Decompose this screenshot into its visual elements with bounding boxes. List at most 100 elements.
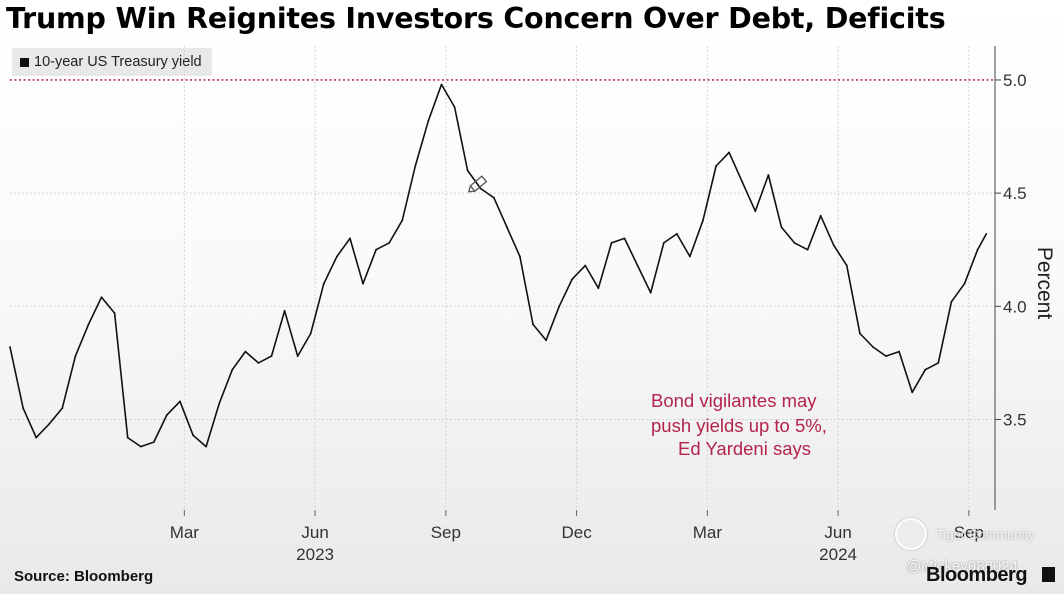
data-point xyxy=(832,244,835,247)
y-axis-label: Percent xyxy=(1033,247,1056,320)
chart-title: Trump Win Reignites Investors Concern Ov… xyxy=(6,2,946,35)
series-line xyxy=(9,83,988,448)
data-point xyxy=(584,264,587,267)
data-point xyxy=(872,346,874,348)
brand-logo-mark-icon xyxy=(1042,567,1055,582)
data-point xyxy=(780,226,783,228)
legend-swatch xyxy=(20,57,29,67)
data-point xyxy=(87,323,90,326)
data-point xyxy=(335,255,338,258)
data-point xyxy=(388,242,391,244)
data-point xyxy=(675,232,678,235)
data-point xyxy=(649,291,652,294)
annotation-line: push yields up to 5%, xyxy=(651,415,827,436)
data-point xyxy=(610,242,613,244)
data-point xyxy=(976,248,979,251)
annotation-line: Bond vigilantes may xyxy=(651,390,817,411)
data-point xyxy=(9,346,11,348)
data-point xyxy=(702,219,704,222)
data-point xyxy=(296,355,299,357)
data-point xyxy=(48,423,51,425)
data-point xyxy=(623,237,626,240)
data-point xyxy=(126,436,129,439)
data-point xyxy=(898,350,901,353)
data-point xyxy=(74,355,77,357)
data-point xyxy=(322,282,325,285)
data-point xyxy=(113,312,116,314)
data-point xyxy=(558,305,561,308)
x-tick-label: Sep xyxy=(954,523,984,542)
watermark-handle: @Mickey082024 xyxy=(906,558,1018,575)
x-tick-label: Jun xyxy=(301,523,328,542)
y-tick-label: 3.5 xyxy=(1003,410,1027,429)
data-point xyxy=(519,255,521,258)
data-point xyxy=(375,248,378,251)
data-point xyxy=(793,242,796,244)
brand-logo: Bloomberg xyxy=(926,564,1028,586)
gridlines xyxy=(10,46,995,510)
data-point xyxy=(911,391,914,394)
data-point xyxy=(192,434,194,437)
data-point xyxy=(362,282,364,285)
x-year-label: 2024 xyxy=(819,545,857,564)
y-ticks: 5.0 4.5 4.0 3.5 xyxy=(995,71,1027,429)
data-point xyxy=(479,187,482,190)
data-point xyxy=(401,219,404,222)
data-point xyxy=(257,361,260,364)
data-point xyxy=(100,296,103,299)
data-point xyxy=(309,332,312,335)
watermark-logo-icon xyxy=(895,518,927,550)
series-line-group xyxy=(9,83,988,448)
data-point xyxy=(139,445,142,448)
data-point xyxy=(858,332,861,335)
data-point xyxy=(937,361,940,364)
data-point xyxy=(152,441,155,443)
data-point xyxy=(754,210,757,213)
data-point xyxy=(532,323,534,326)
data-point xyxy=(963,282,966,285)
x-tick-label: Jun xyxy=(824,523,851,542)
x-tick-label: Mar xyxy=(693,523,723,542)
data-point xyxy=(466,169,469,172)
data-point xyxy=(985,232,988,235)
data-point xyxy=(427,119,430,122)
data-point xyxy=(440,83,443,86)
data-point xyxy=(741,180,744,183)
data-point xyxy=(349,237,351,240)
data-point xyxy=(205,445,208,448)
data-point xyxy=(505,226,508,228)
source-note: Source: Bloomberg xyxy=(14,568,154,585)
legend-label: 10-year US Treasury yield xyxy=(34,54,202,70)
annotation-line: Ed Yardeni says xyxy=(678,438,811,459)
data-point xyxy=(806,248,809,251)
data-point xyxy=(453,106,456,109)
data-point xyxy=(283,309,286,312)
data-point xyxy=(218,402,221,405)
data-point xyxy=(715,165,717,167)
data-point xyxy=(179,400,181,403)
data-point xyxy=(35,436,38,439)
data-point xyxy=(950,300,953,303)
y-tick-label: 4.5 xyxy=(1003,184,1027,203)
data-point xyxy=(662,242,665,244)
data-point xyxy=(845,264,848,267)
data-point xyxy=(571,278,574,281)
x-tick-label: Sep xyxy=(431,523,461,542)
y-tick-label: 5.0 xyxy=(1003,71,1027,90)
data-point xyxy=(819,214,822,217)
x-year-label: 2023 xyxy=(296,545,334,564)
data-point xyxy=(166,414,168,416)
data-point xyxy=(689,255,691,258)
x-ticks: Mar Jun Sep Dec Mar Jun Sep 2023 2024 xyxy=(170,510,984,564)
data-point xyxy=(414,165,417,167)
watermark-text: Tiger Community xyxy=(936,527,1035,542)
data-point xyxy=(767,174,770,176)
y-tick-label: 4.0 xyxy=(1003,297,1027,316)
data-point xyxy=(885,355,887,357)
data-point xyxy=(61,407,64,410)
data-point xyxy=(270,355,273,357)
x-tick-label: Dec xyxy=(561,523,592,542)
annotation: Bond vigilantes may push yields up to 5%,… xyxy=(651,390,827,459)
